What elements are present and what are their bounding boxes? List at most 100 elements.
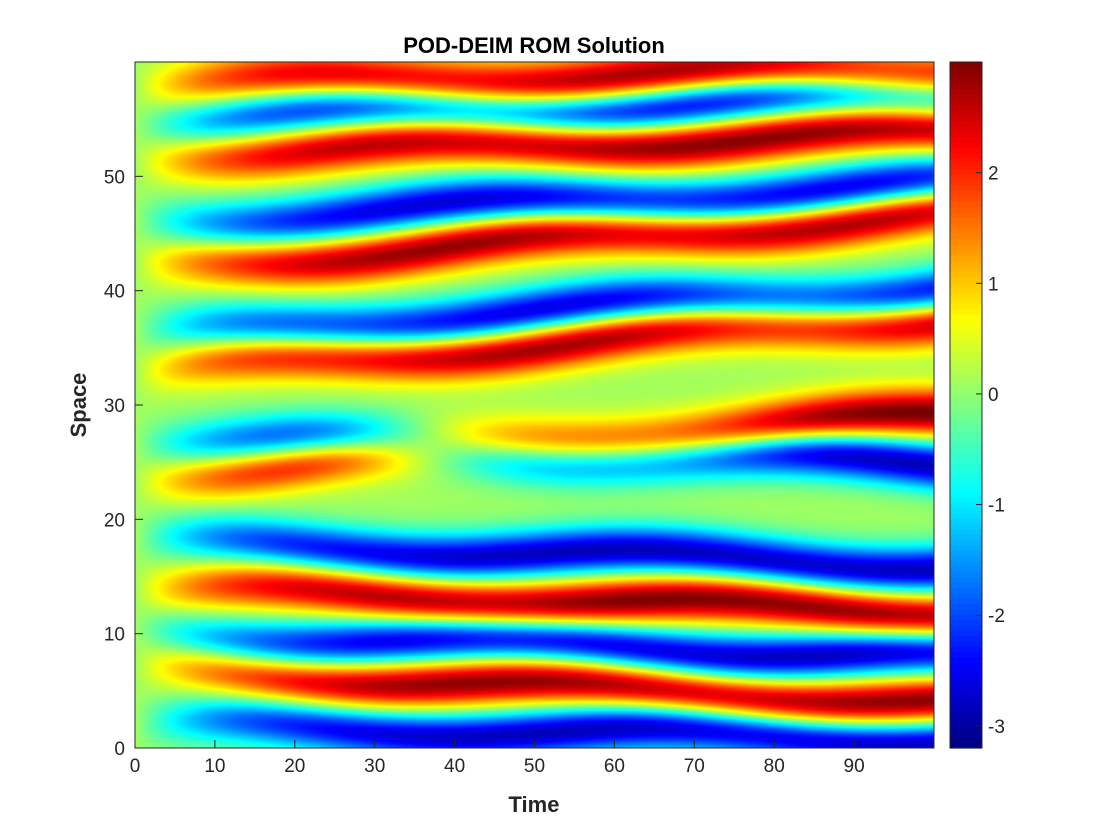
colorbar-segment xyxy=(950,104,982,111)
y-tick-label: 20 xyxy=(104,510,125,531)
colorbar-segment xyxy=(950,501,982,508)
x-axis-label: Time xyxy=(509,792,560,817)
x-tick-label: 0 xyxy=(130,756,141,777)
colorbar-segment xyxy=(950,506,982,513)
colorbar-segment xyxy=(950,287,982,294)
colorbar-segment xyxy=(950,490,982,497)
colorbar-segment xyxy=(950,153,982,160)
colorbar-segment xyxy=(950,603,982,610)
colorbar-segment xyxy=(950,313,982,320)
colorbar-segment xyxy=(950,276,982,283)
colorbar-segment xyxy=(950,388,982,395)
plot-area xyxy=(134,61,935,749)
colorbar-segment xyxy=(950,190,982,197)
y-tick-label: 40 xyxy=(104,282,125,303)
y-tick-label: 0 xyxy=(114,739,125,760)
colorbar-segment xyxy=(950,238,982,245)
colorbar-segment xyxy=(950,88,982,95)
colorbar-segment xyxy=(950,715,982,722)
colorbar-tick-label: -2 xyxy=(988,606,1005,627)
colorbar-segment xyxy=(950,458,982,465)
colorbar-segment xyxy=(950,742,982,749)
colorbar-segment xyxy=(950,528,982,535)
colorbar-segment xyxy=(950,667,982,674)
colorbar-segment xyxy=(950,115,982,122)
colorbar-segment xyxy=(950,630,982,637)
colorbar-segment xyxy=(950,640,982,647)
colorbar-segment xyxy=(950,324,982,331)
colorbar-segment xyxy=(950,228,982,235)
colorbar-segment xyxy=(950,158,982,165)
colorbar-segment xyxy=(950,549,982,556)
x-axis: 0 10 20 30 40 50 60 70 80 90 xyxy=(130,740,865,777)
colorbar-segment xyxy=(950,726,982,733)
colorbar-segment xyxy=(950,474,982,481)
colorbar-segment xyxy=(950,147,982,154)
colorbar-segment xyxy=(950,614,982,620)
colorbar-segment xyxy=(950,571,982,578)
colorbar-segment xyxy=(950,367,982,374)
colorbar-segment xyxy=(950,351,982,358)
colorbar-segment xyxy=(950,437,982,444)
colorbar-tick-label: -3 xyxy=(988,717,1005,738)
colorbar-segment xyxy=(950,329,982,336)
colorbar-frame xyxy=(949,61,983,749)
colorbar-segment xyxy=(950,431,982,438)
colorbar-segment xyxy=(950,260,982,267)
colorbar-tick-label: 1 xyxy=(988,274,999,295)
colorbar-segment xyxy=(950,340,982,347)
colorbar-segment xyxy=(950,308,982,315)
colorbar-segment xyxy=(950,453,982,460)
colorbar-segment xyxy=(950,646,982,653)
colorbar-segment xyxy=(950,447,982,454)
colorbar-segment xyxy=(950,699,982,706)
colorbar-segment xyxy=(950,120,982,127)
colorbar-segment xyxy=(950,576,982,583)
colorbar-segment xyxy=(950,469,982,476)
y-tick-label: 10 xyxy=(104,625,125,646)
y-tick-label: 50 xyxy=(104,167,125,188)
colorbar-segment xyxy=(950,496,982,503)
colorbar-segment xyxy=(950,705,982,712)
colorbar-segment xyxy=(950,405,982,411)
colorbar-segment xyxy=(950,522,982,529)
y-tick-label: 30 xyxy=(104,396,125,417)
colorbar-segment xyxy=(950,292,982,299)
colorbar-segment xyxy=(950,62,982,68)
colorbar-segment xyxy=(950,217,982,224)
colorbar-segment xyxy=(950,244,982,251)
colorbar-segment xyxy=(950,415,982,422)
colorbar-segment xyxy=(950,410,982,417)
colorbar-segment xyxy=(950,710,982,717)
x-tick-label: 40 xyxy=(444,756,465,777)
x-tick-label: 10 xyxy=(204,756,225,777)
y-axis-label: Space xyxy=(66,373,91,438)
colorbar-tick-label: 2 xyxy=(988,164,999,185)
colorbar-segment xyxy=(950,619,982,626)
colorbar-segment xyxy=(950,72,982,79)
colorbar-segment xyxy=(950,565,982,572)
colorbar-segment xyxy=(950,335,982,342)
colorbar-segment xyxy=(950,651,982,658)
colorbar: 2 1 0 -1 -2 -3 xyxy=(949,61,1005,749)
colorbar-segment xyxy=(950,383,982,390)
colorbar-segment xyxy=(950,179,982,186)
x-tick-label: 60 xyxy=(604,756,625,777)
colorbar-segment xyxy=(950,624,982,631)
colorbar-segment xyxy=(950,303,982,310)
colorbar-segment xyxy=(950,737,982,744)
colorbar-segment xyxy=(950,163,982,170)
colorbar-segment xyxy=(950,222,982,229)
y-axis: 0 10 20 30 40 50 xyxy=(104,167,143,760)
colorbar-segment xyxy=(950,426,982,433)
colorbar-segment xyxy=(950,538,982,545)
colorbar-segment xyxy=(950,212,982,219)
colorbar-segment xyxy=(950,249,982,256)
colorbar-segment xyxy=(950,110,982,117)
colorbar-segment xyxy=(950,480,982,486)
chart-title: POD-DEIM ROM Solution xyxy=(403,33,665,58)
colorbar-segment xyxy=(950,587,982,594)
colorbar-segment xyxy=(950,169,982,176)
x-tick-label: 50 xyxy=(524,756,545,777)
